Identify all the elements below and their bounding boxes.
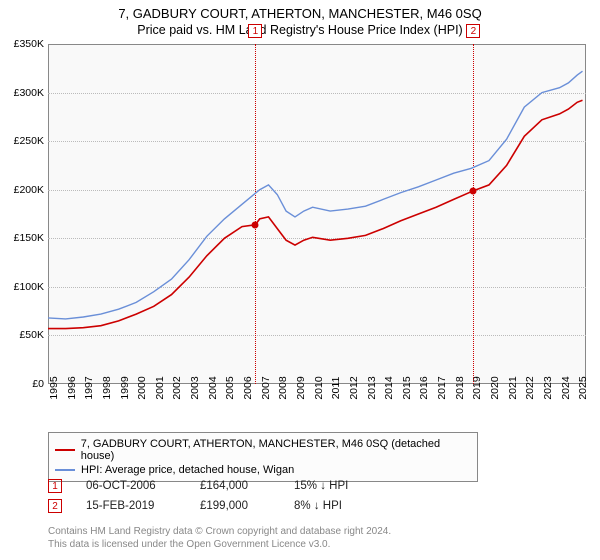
series-line — [48, 71, 583, 319]
y-tick-label: £250K — [14, 135, 44, 147]
sales-row-marker: 1 — [48, 479, 62, 493]
sale-marker-box: 2 — [466, 24, 480, 38]
y-tick-label: £50K — [19, 329, 44, 341]
legend-item: HPI: Average price, detached house, Wiga… — [55, 463, 471, 477]
footer-line2: This data is licensed under the Open Gov… — [48, 539, 391, 552]
footer-attribution: Contains HM Land Registry data © Crown c… — [48, 526, 391, 551]
footer-line1: Contains HM Land Registry data © Crown c… — [48, 526, 391, 539]
legend-item: 7, GADBURY COURT, ATHERTON, MANCHESTER, … — [55, 437, 471, 463]
chart-container: 7, GADBURY COURT, ATHERTON, MANCHESTER, … — [0, 0, 600, 560]
sale-dot — [252, 221, 259, 228]
legend-label: 7, GADBURY COURT, ATHERTON, MANCHESTER, … — [81, 438, 471, 462]
y-tick-label: £200K — [14, 184, 44, 196]
legend-swatch — [55, 469, 75, 471]
sale-dot — [470, 187, 477, 194]
legend-label: HPI: Average price, detached house, Wiga… — [81, 464, 294, 476]
chart-area: £0£50K£100K£150K£200K£250K£300K£350K 199… — [48, 44, 586, 384]
sales-row-price: £164,000 — [200, 480, 270, 492]
chart-title: 7, GADBURY COURT, ATHERTON, MANCHESTER, … — [0, 0, 600, 21]
y-tick-label: £100K — [14, 281, 44, 293]
sales-row-marker: 2 — [48, 499, 62, 513]
sales-row-date: 15-FEB-2019 — [86, 500, 176, 512]
sales-row-delta: 15% ↓ HPI — [294, 480, 394, 492]
y-tick-label: £0 — [32, 378, 44, 390]
sales-table: 1 06-OCT-2006 £164,000 15% ↓ HPI 2 15-FEB-201… — [48, 476, 394, 516]
legend: 7, GADBURY COURT, ATHERTON, MANCHESTER, … — [48, 432, 478, 482]
y-tick-label: £150K — [14, 232, 44, 244]
sales-row-price: £199,000 — [200, 500, 270, 512]
y-tick-label: £300K — [14, 87, 44, 99]
sales-row-delta: 8% ↓ HPI — [294, 500, 394, 512]
sales-row: 2 15-FEB-2019 £199,000 8% ↓ HPI — [48, 496, 394, 516]
y-tick-label: £350K — [14, 38, 44, 50]
sale-marker-box: 1 — [248, 24, 262, 38]
legend-swatch — [55, 449, 75, 451]
line-plot — [48, 44, 586, 384]
series-line — [48, 100, 583, 328]
sales-row: 1 06-OCT-2006 £164,000 15% ↓ HPI — [48, 476, 394, 496]
chart-subtitle: Price paid vs. HM Land Registry's House … — [0, 21, 600, 37]
sales-row-date: 06-OCT-2006 — [86, 480, 176, 492]
